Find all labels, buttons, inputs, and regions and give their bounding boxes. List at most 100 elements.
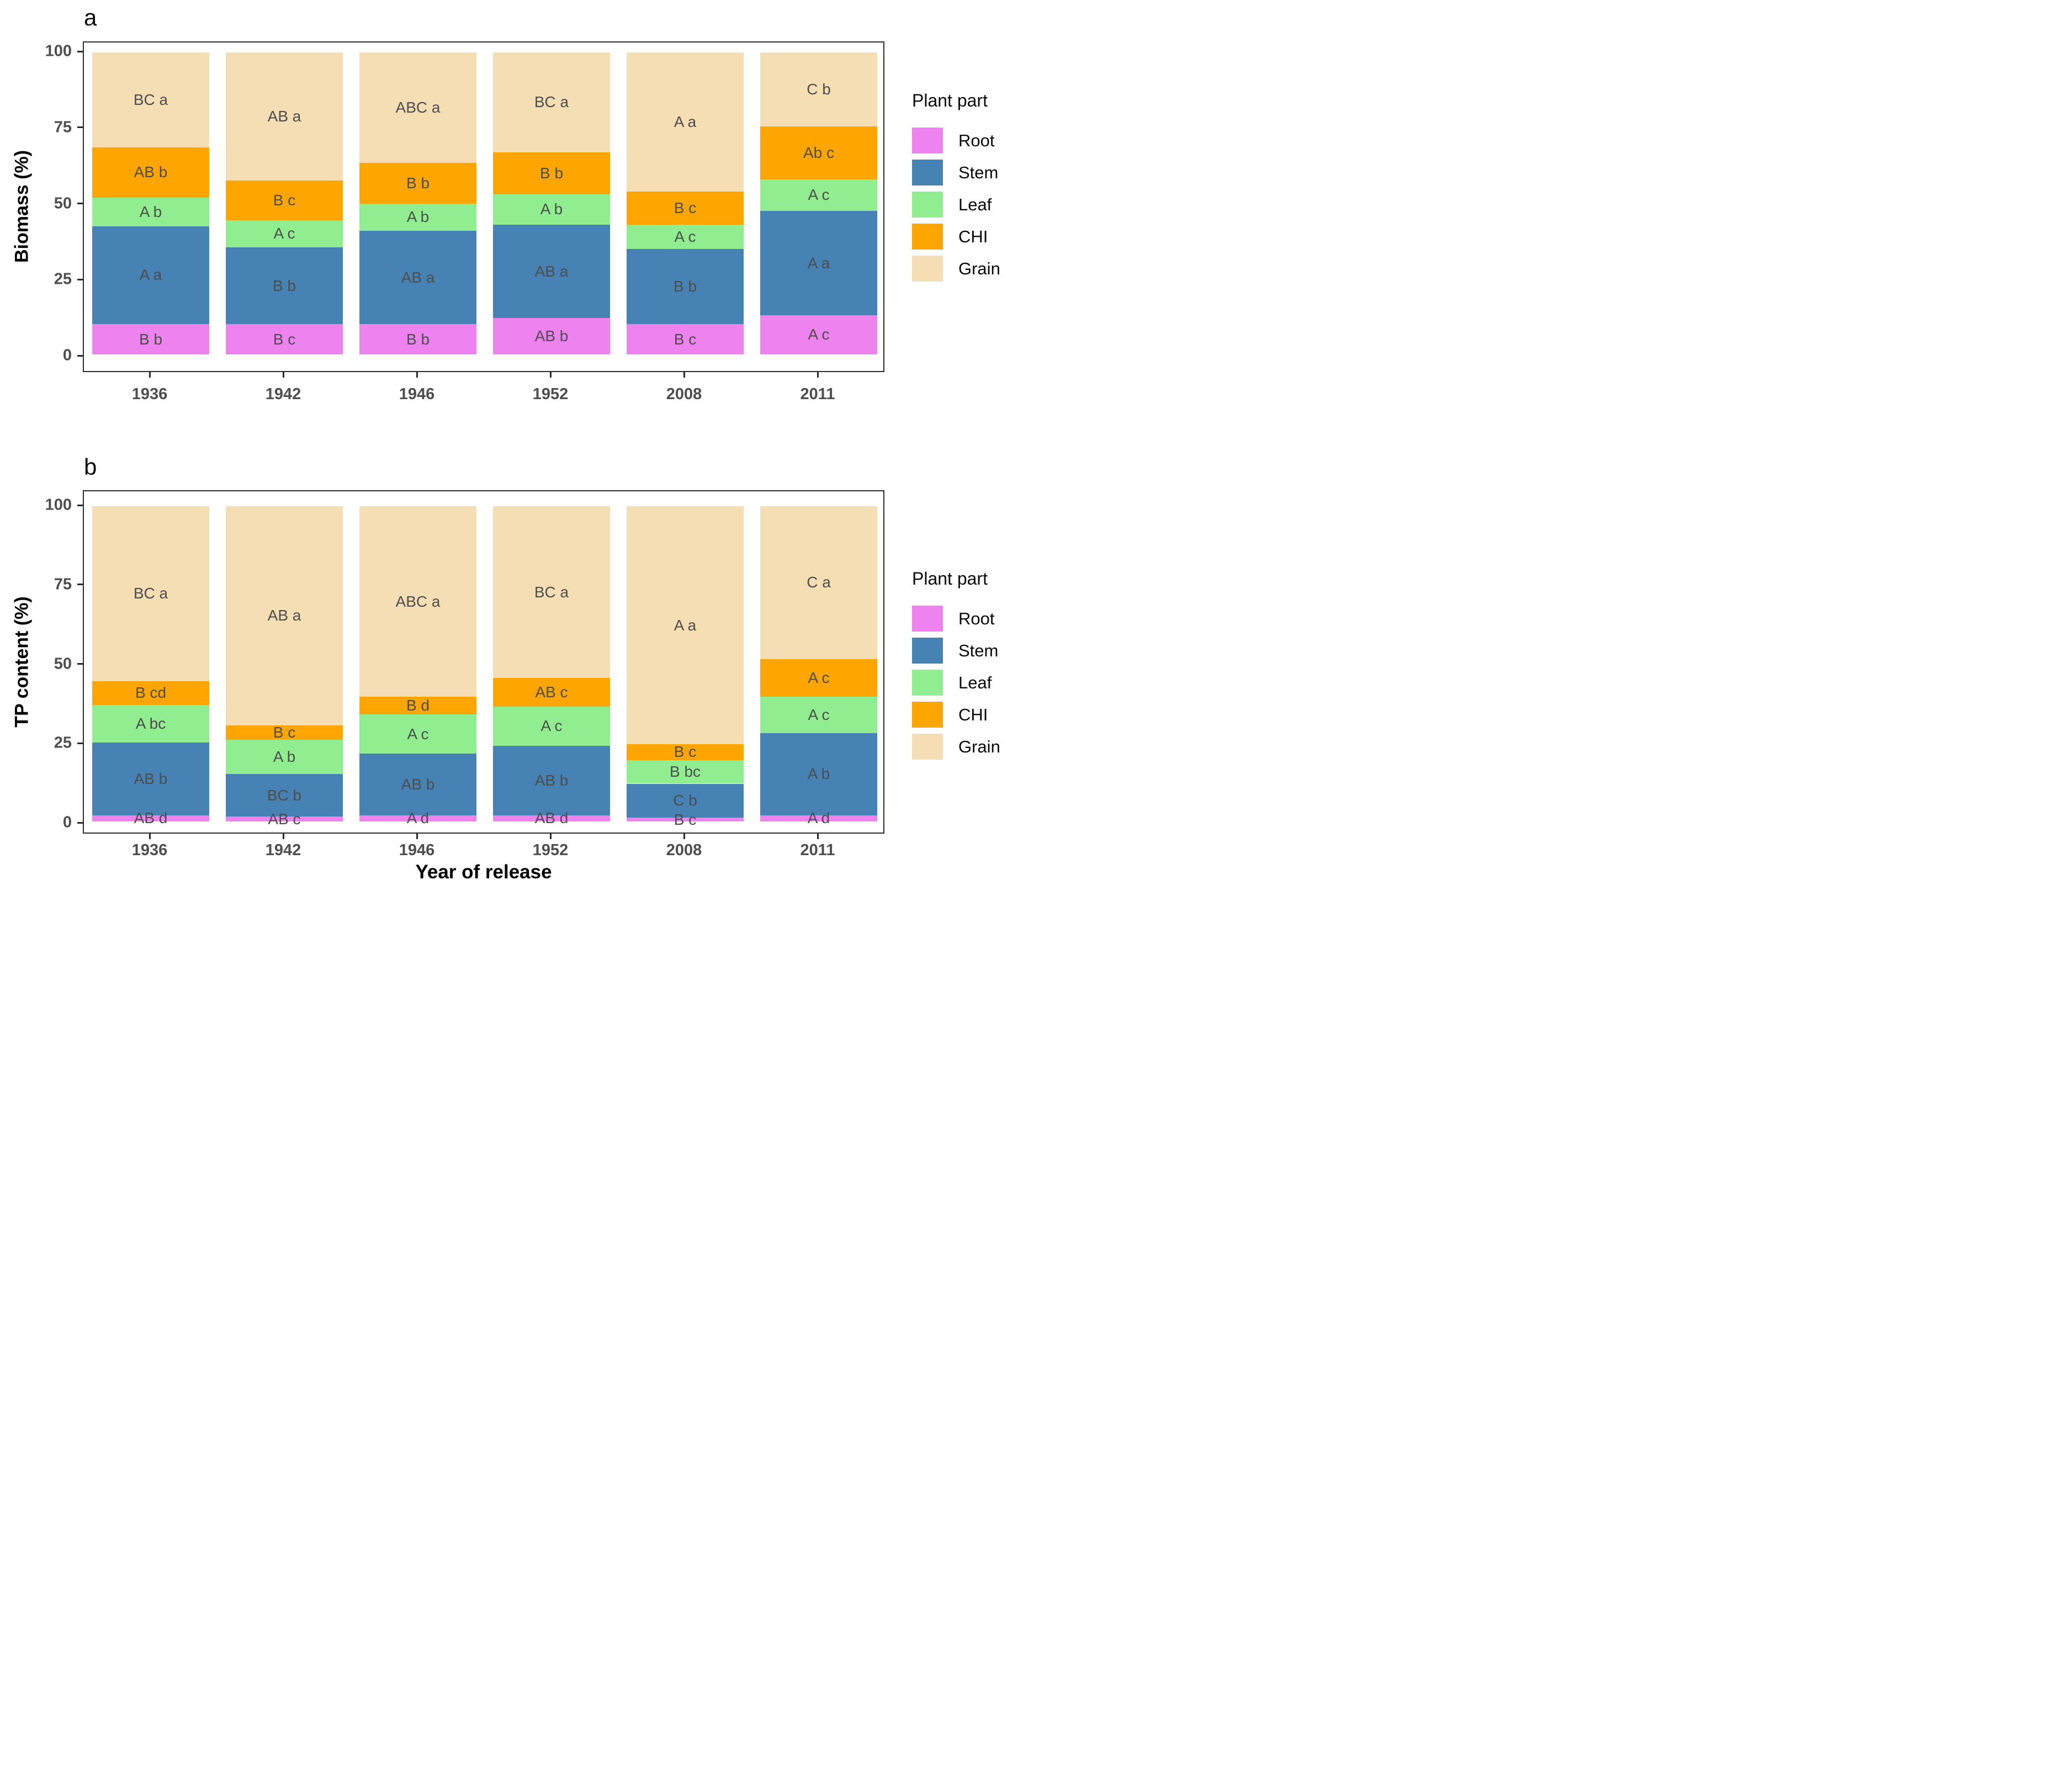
legend-label-grain: Grain: [958, 736, 1000, 756]
y-tick-mark-75: [77, 584, 83, 586]
segment-label-grain-1942: AB a: [267, 607, 301, 624]
segment-label-root-2008: B c: [674, 330, 697, 348]
legend-label-stem: Stem: [958, 162, 999, 182]
panel-b-plot-area: AB d AB b A bc B cd BC a AB c BC b A b B c AB a A …: [83, 490, 884, 834]
legend-label-leaf: Leaf: [958, 194, 992, 214]
y-tick-mark-50: [77, 663, 83, 665]
y-tick-label-25: 25: [54, 270, 72, 288]
x-tick-label-1946: 1946: [399, 841, 435, 859]
y-tick-label-75: 75: [54, 118, 72, 136]
segment-label-leaf-1952: A c: [540, 717, 563, 735]
segment-label-chi-1952: B b: [539, 164, 564, 182]
segment-label-chi-1942: B c: [273, 723, 296, 741]
segment-root-1942: [225, 817, 343, 821]
x-tick-label-1936: 1936: [131, 841, 168, 859]
legend-item-stem: Stem: [912, 160, 1028, 185]
segment-leaf-1946: [359, 203, 477, 231]
y-tick-label-0: 0: [62, 813, 72, 831]
stem-color-swatch: [912, 160, 943, 185]
panel-a-legend: Plant part Root Stem Leaf CHI Grain: [912, 91, 1028, 288]
root-color-swatch: [912, 606, 943, 632]
segment-label-root-1942: AB c: [268, 810, 301, 828]
bars-layer: B b A a A b AB b BC a B c B b A c B c AB a B b AB a…: [84, 52, 883, 354]
segment-label-grain-1952: BC a: [534, 583, 569, 601]
segment-label-chi-2011: A c: [808, 669, 830, 687]
bar-1952: [492, 506, 611, 821]
grain-color-swatch: [912, 256, 943, 282]
segment-label-leaf-2008: B bc: [669, 763, 701, 781]
segment-label-chi-1946: B b: [406, 174, 430, 192]
segment-grain-2011: [760, 506, 878, 659]
segment-chi-1942: [225, 181, 343, 220]
panel-b-legend: Plant part Root Stem Leaf CHI Grain: [912, 569, 1028, 766]
segment-label-grain-2011: C a: [807, 574, 831, 591]
segment-stem-1942: [225, 247, 343, 325]
x-tick-label-1936: 1936: [131, 385, 168, 403]
x-tick-mark-2011: [817, 834, 819, 839]
segment-label-stem-1936: A a: [139, 266, 162, 284]
legend-item-chi: CHI: [912, 702, 1028, 728]
segment-label-stem-1946: AB a: [401, 268, 435, 286]
segment-chi-1952: [492, 152, 611, 195]
bars-layer: AB d AB b A bc B cd BC a AB c BC b A b B c AB a A …: [84, 506, 883, 828]
segment-label-grain-1952: BC a: [534, 93, 569, 111]
x-tick-label-2011: 2011: [800, 841, 835, 859]
segment-label-chi-2008: B c: [674, 743, 697, 761]
segment-chi-2011: [760, 659, 878, 697]
segment-root-1946: [359, 815, 477, 821]
legend-label-chi: CHI: [958, 226, 988, 246]
legend-item-root: Root: [912, 128, 1028, 153]
segment-root-1936: [92, 815, 210, 821]
x-tick-label-1942: 1942: [265, 841, 301, 859]
root-color-swatch: [912, 128, 943, 153]
segment-label-stem-1936: AB b: [134, 770, 168, 787]
segment-label-leaf-1936: A bc: [135, 714, 166, 732]
x-tick-label-2008: 2008: [666, 841, 702, 859]
y-tick-mark-100: [77, 504, 83, 506]
segment-label-stem-1952: AB b: [534, 771, 569, 789]
chi-color-swatch: [912, 702, 943, 728]
segment-label-leaf-1946: A b: [406, 208, 430, 226]
segment-label-stem-2008: C b: [673, 792, 697, 809]
panel-b-legend-items: Root Stem Leaf CHI Grain: [912, 606, 1028, 760]
segment-grain-1936: [92, 506, 210, 681]
segment-label-grain-1936: BC a: [133, 91, 168, 109]
segment-label-chi-2008: B c: [674, 199, 697, 216]
legend-item-leaf: Leaf: [912, 192, 1028, 218]
panel-a-legend-items: Root Stem Leaf CHI Grain: [912, 128, 1028, 282]
segment-root-1936: [92, 324, 210, 354]
segment-label-leaf-1946: A c: [407, 725, 429, 743]
x-tick-label-1942: 1942: [265, 385, 301, 403]
bar-2008: [626, 52, 744, 354]
segment-chi-1942: [225, 725, 343, 740]
segment-chi-1936: [92, 681, 210, 705]
segment-label-leaf-1936: A b: [139, 203, 162, 220]
x-tick-mark-1936: [149, 372, 151, 378]
x-tick-label-1946: 1946: [399, 385, 435, 403]
y-tick-label-50: 50: [54, 194, 72, 212]
segment-grain-1952: [492, 506, 611, 678]
segment-label-stem-1952: AB a: [534, 262, 569, 280]
segment-stem-1952: [492, 745, 611, 815]
segment-stem-2011: [760, 733, 878, 815]
x-tick-mark-1952: [549, 834, 552, 839]
bar-1936: [92, 52, 210, 354]
segment-grain-1946: [359, 506, 477, 697]
segment-stem-2008: [626, 783, 744, 818]
legend-label-leaf: Leaf: [958, 672, 992, 692]
x-tick-label-2008: 2008: [666, 385, 702, 403]
bar-1942: [225, 506, 343, 821]
segment-label-stem-1942: BC b: [267, 786, 302, 804]
legend-item-stem: Stem: [912, 638, 1028, 664]
segment-label-leaf-1952: A b: [540, 200, 563, 218]
y-tick-mark-0: [77, 821, 83, 824]
segment-leaf-1936: [92, 197, 210, 226]
segment-label-root-1952: AB d: [534, 809, 569, 827]
segment-chi-1952: [492, 678, 611, 707]
segment-chi-1946: [359, 697, 477, 714]
segment-label-chi-2011: Ab c: [803, 144, 835, 161]
segment-root-1952: [492, 318, 611, 354]
segment-leaf-2008: [626, 760, 744, 784]
segment-leaf-2011: [760, 179, 878, 211]
x-tick-mark-1946: [416, 834, 418, 839]
